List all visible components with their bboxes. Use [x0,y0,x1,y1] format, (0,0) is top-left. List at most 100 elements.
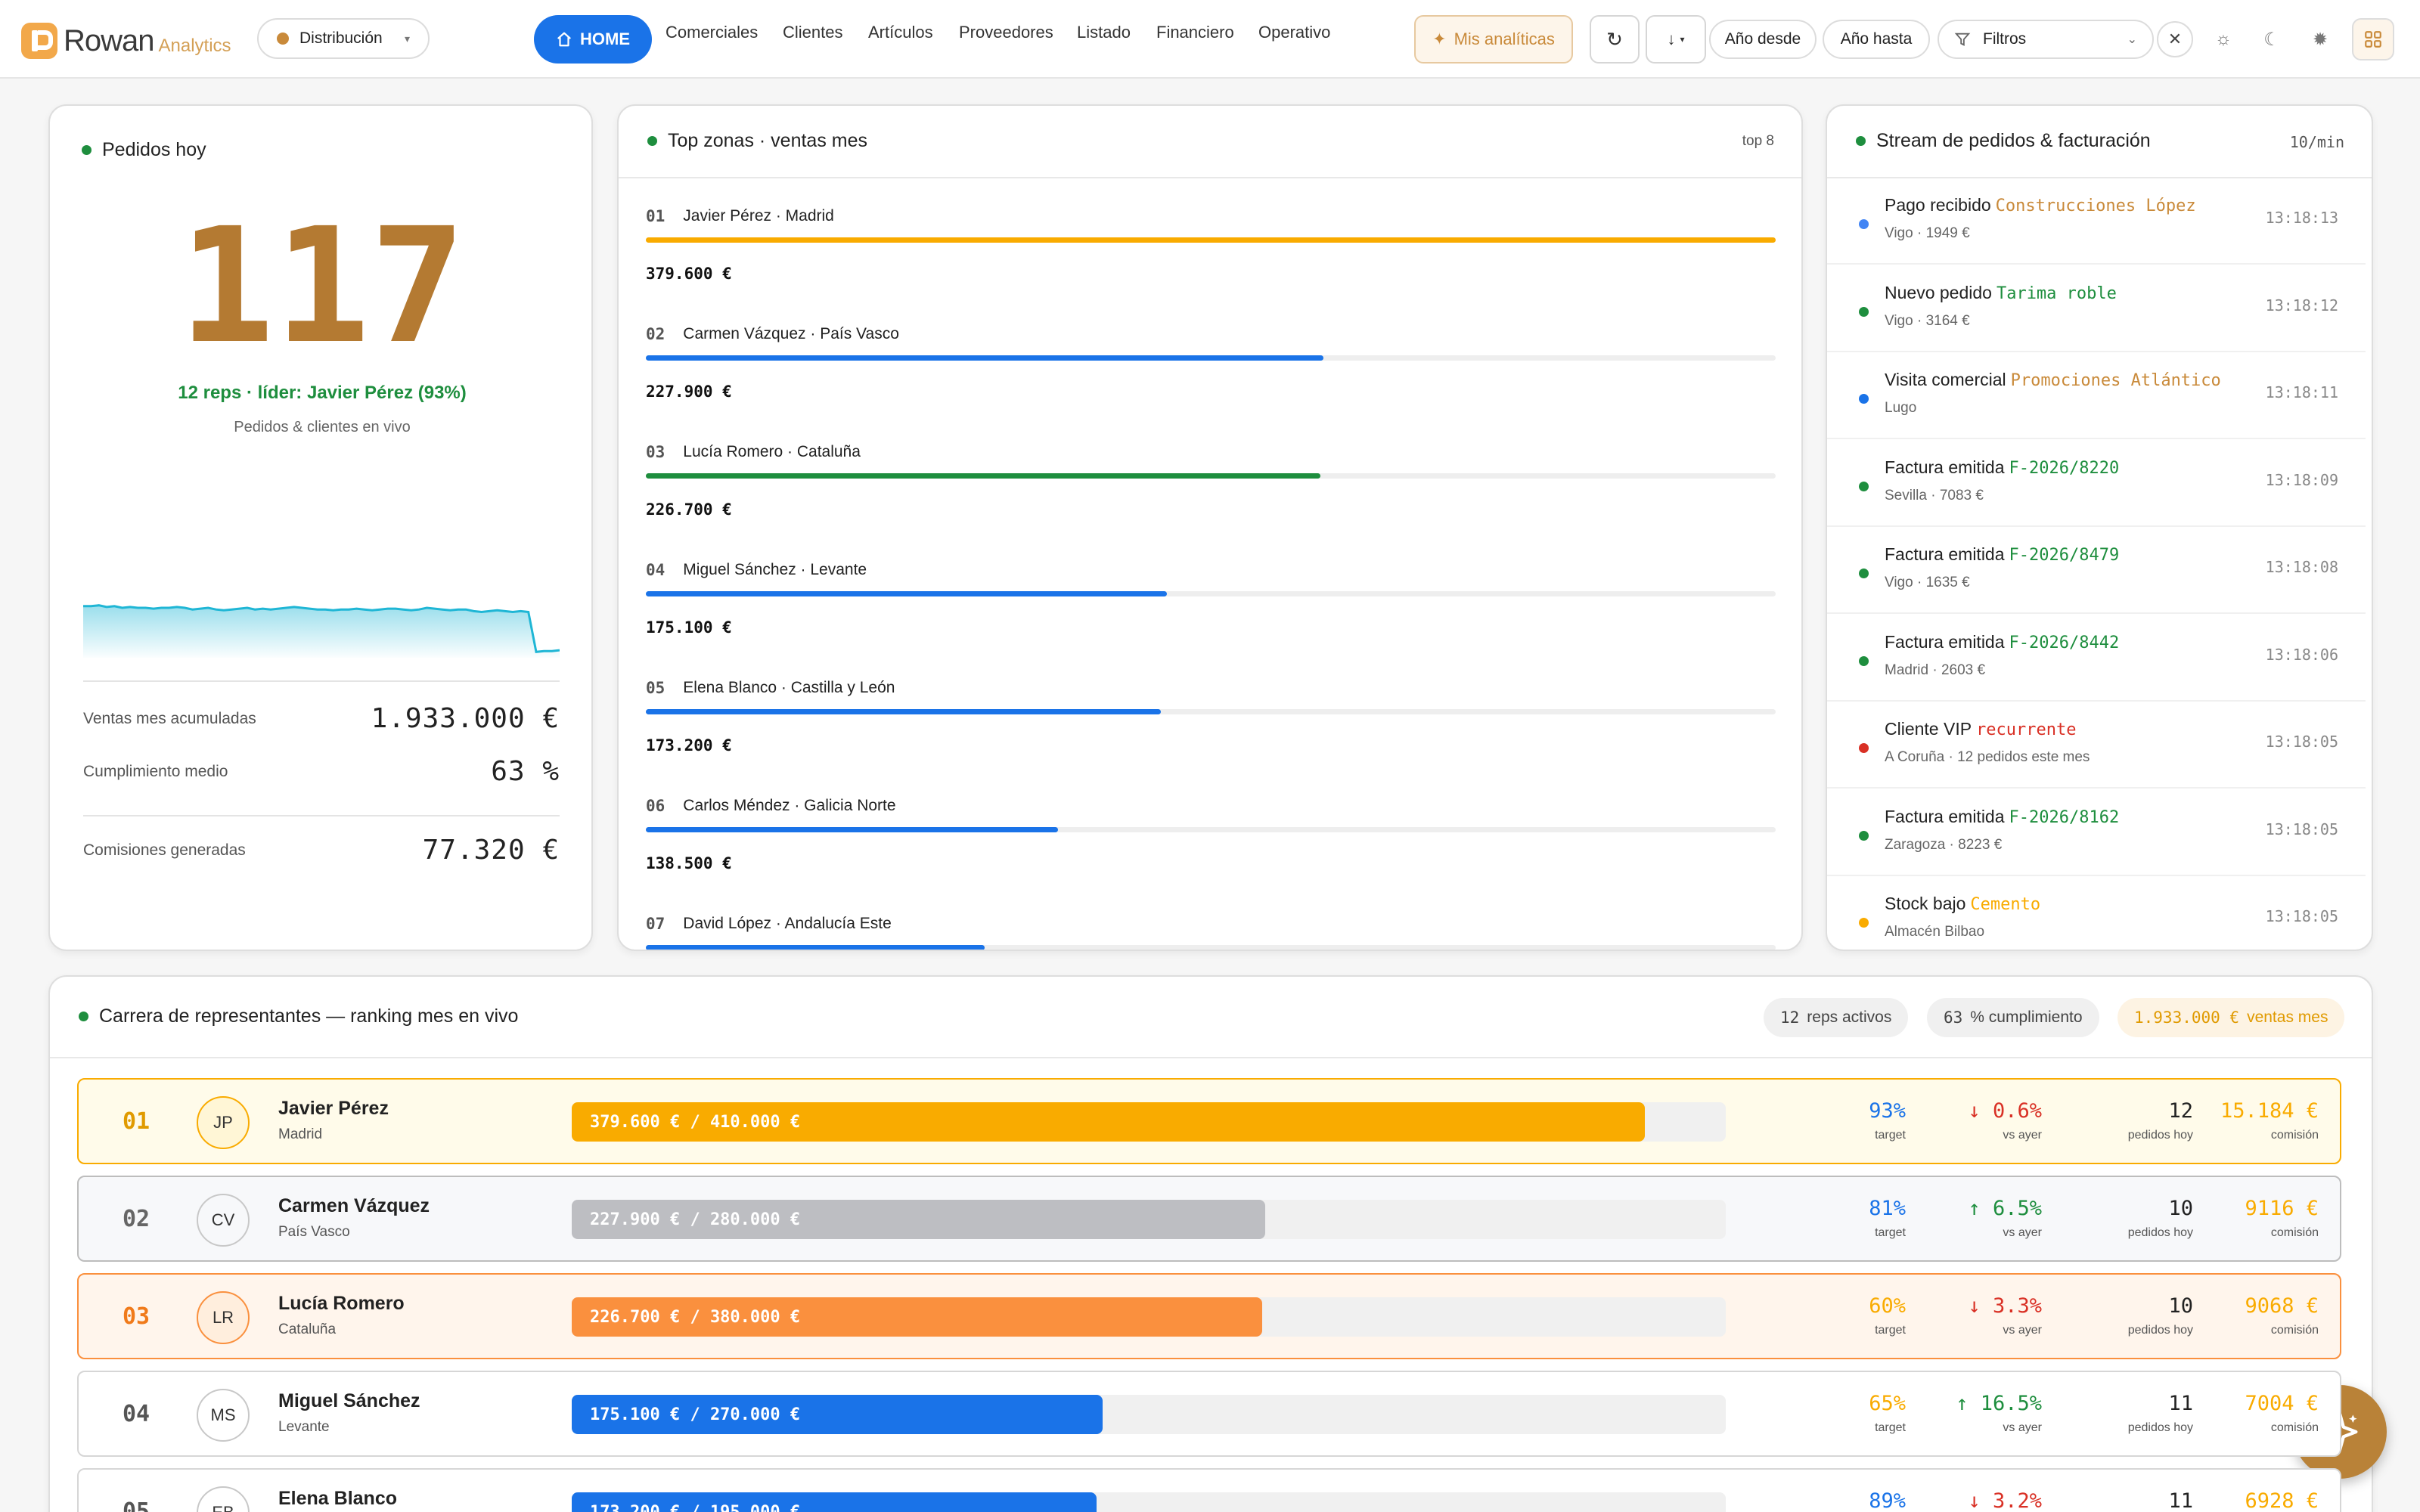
stat-value: 15.184 € [2220,1099,2319,1123]
sun-icon[interactable]: ✹ [2312,29,2328,50]
pedidos-count: 117 [178,194,466,379]
stream-event[interactable]: Stock bajo Cemento Almacén Bilbao 13:18:05 [1827,877,2366,950]
zone-row[interactable]: 03 Lucía Romero · Cataluña 226.700 € [646,443,1776,519]
zone-row[interactable]: 04 Miguel Sánchez · Levante 175.100 € [646,561,1776,637]
sparkline-area [83,605,560,658]
stat-label: comisión [2270,1324,2319,1337]
zone-row[interactable]: 07 David López · Andalucía Este [646,915,1776,950]
event-title: Visita comercial Promociones Atlántico [1885,370,2221,390]
zone-value: 175.100 € [646,618,732,637]
event-sub: Almacén Bilbao [1885,924,1985,940]
zone-progress-track [646,709,1776,714]
rep-row[interactable]: 01 JP Javier Pérez Madrid 379.600 € / 410.00… [77,1078,2341,1164]
stream-event[interactable]: Cliente VIP recurrente A Coruña · 12 pedid… [1827,702,2366,789]
stream-event[interactable]: Nuevo pedido Tarima roble Vigo · 3164 € 13:… [1827,266,2366,352]
stat-label: target [1875,1421,1906,1434]
chip-value: 1.933.000 € [2134,1009,2240,1027]
workspace-selector[interactable]: Distribución ▾ [257,18,430,59]
event-tag: Cemento [1970,895,2041,914]
refresh-button[interactable]: ↻ [1590,15,1640,64]
rep-row[interactable]: 02 CV Carmen Vázquez País Vasco 227.900 € / … [77,1176,2341,1262]
stat-value: 11 [2168,1392,2193,1415]
zone-row[interactable]: 02 Carmen Vázquez · País Vasco 227.900 € [646,325,1776,401]
zone-head: 01 Javier Pérez · Madrid [646,207,1776,225]
zonas-title-text: Top zonas · ventas mes [668,130,868,151]
moon-icon[interactable]: ☾ [2263,29,2280,50]
stream-event[interactable]: Factura emitida F-2026/8442 Madrid · 2603 … [1827,615,2366,702]
filters-label: Filtros [1983,30,2027,48]
grid-icon [2365,31,2381,48]
clear-filters-button[interactable]: ✕ [2157,21,2193,57]
rep-progress-track: 379.600 € / 410.000 € [572,1102,1726,1142]
event-title: Factura emitida F-2026/8162 [1885,807,2119,827]
grid-view-icon[interactable] [2352,18,2394,60]
nav-operativo[interactable]: Operativo [1258,23,1331,42]
zone-row[interactable]: 01 Javier Pérez · Madrid 379.600 € [646,207,1776,283]
kpi-label: Ventas mes acumuladas [83,709,256,727]
zone-name: Lucía Romero · Cataluña [683,443,861,460]
stream-event[interactable]: Factura emitida F-2026/8220 Sevilla · 7083… [1827,441,2366,527]
event-tag: F-2026/8442 [2009,633,2120,652]
nav-home-label: HOME [580,29,630,48]
stat-value: 93% [1869,1099,1906,1123]
rep-row[interactable]: 03 LR Lucía Romero Cataluña 226.700 € / 380.… [77,1273,2341,1359]
zone-name: David López · Andalucía Este [683,915,892,932]
zone-head: 06 Carlos Méndez · Galicia Norte [646,797,1776,815]
stream-event[interactable]: Factura emitida F-2026/8162 Zaragoza · 822… [1827,790,2366,876]
rep-stat-target: 93% target [1869,1099,1906,1142]
rep-name: Javier Pérez [278,1098,389,1119]
zone-rank: 03 [646,443,666,461]
stat-value: ↑ 6.5% [1968,1197,2042,1220]
filters-select[interactable]: Filtros ⌄ [1938,20,2154,59]
avatar: MS [197,1389,250,1442]
brightness-low-icon[interactable]: ☼ [2215,29,2232,49]
chevron-down-icon: ▾ [1680,34,1685,45]
live-dot-icon [647,136,657,146]
nav-home-button[interactable]: HOME [534,15,652,64]
rep-row[interactable]: 04 MS Miguel Sánchez Levante 175.100 € / 270… [77,1371,2341,1457]
kpi-label: Comisiones generadas [83,841,246,859]
nav-articulos[interactable]: Artículos [868,23,933,42]
kpi-label: Cumplimiento medio [83,762,228,780]
refresh-icon: ↻ [1606,27,1623,51]
download-button[interactable]: ↓ ▾ [1646,15,1706,64]
stat-value: ↓ 3.3% [1968,1294,2042,1318]
nav-clientes[interactable]: Clientes [783,23,843,42]
mis-analiticas-label: Mis analíticas [1454,29,1555,48]
nav-financiero[interactable]: Financiero [1156,23,1234,42]
stat-value: ↓ 0.6% [1968,1099,2042,1123]
rep-rank: 02 [123,1206,150,1232]
nav-listado[interactable]: Listado [1077,23,1131,42]
zone-progress-track [646,473,1776,479]
event-type: Stock bajo [1885,894,1966,913]
stream-event[interactable]: Visita comercial Promociones Atlántico Lug… [1827,353,2366,439]
avatar: LR [197,1291,250,1344]
year-from-select[interactable]: Año desde [1709,20,1817,59]
rep-zone: País Vasco [278,1224,350,1240]
brand-name: Rowan [64,23,155,57]
zone-row[interactable]: 05 Elena Blanco · Castilla y León 173.200 … [646,679,1776,754]
mis-analiticas-button[interactable]: ✦ Mis analíticas [1414,15,1573,64]
workspace-dot-icon [277,33,289,45]
zone-rank: 04 [646,561,666,579]
year-to-select[interactable]: Año hasta [1823,20,1930,59]
nav-proveedores[interactable]: Proveedores [959,23,1053,42]
nav-comerciales[interactable]: Comerciales [666,23,759,42]
stat-value: 6928 € [2245,1489,2319,1512]
stream-event[interactable]: Pago recibido Construcciones López Vigo · … [1827,178,2366,265]
event-title: Factura emitida F-2026/8479 [1885,544,2119,565]
pedidos-hoy-card: Pedidos hoy 117 12 reps · líder: Javier … [48,104,593,951]
top-bar: Rowan Analytics Distribución ▾ HOME Come… [0,0,2420,79]
brand-logo[interactable]: Rowan Analytics [21,23,231,59]
stat-label: vs ayer [2003,1421,2042,1434]
event-sub: Madrid · 2603 € [1885,662,1986,678]
zone-row[interactable]: 06 Carlos Méndez · Galicia Norte 138.500 € [646,797,1776,872]
stat-value: 10 [2168,1197,2193,1220]
stream-event[interactable]: Factura emitida F-2026/8479 Vigo · 1635 € 1… [1827,528,2366,614]
rep-rank: 01 [123,1108,150,1135]
event-status-dot-icon [1859,394,1869,404]
rep-stat-pedidos: 12 pedidos hoy [2128,1099,2193,1142]
stat-value: 60% [1869,1294,1906,1318]
